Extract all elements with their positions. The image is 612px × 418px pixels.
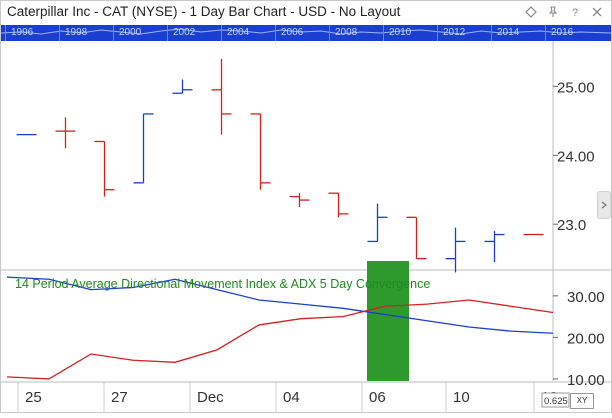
time-axis-label: 10 <box>453 389 470 406</box>
indicator-axis-label: 30.00 <box>567 289 605 306</box>
time-axis-label: 25 <box>25 389 42 406</box>
overview-year-tick <box>491 25 492 41</box>
overview-line <box>1 28 611 35</box>
value-readout: 0.625 <box>544 396 568 407</box>
indicator-line <box>6 299 554 380</box>
overview-strip[interactable]: 1996 1998 2000 2002 2004 2006 2008 2010 2012 2014… <box>1 25 611 41</box>
overview-year-label: 2010 <box>389 27 412 38</box>
svg-text:?: ? <box>572 7 578 18</box>
time-axis-label: Dec <box>197 389 224 406</box>
overview-year-tick <box>113 25 114 41</box>
overview-year-label: 1996 <box>11 27 34 38</box>
xy-toggle-button[interactable]: XY <box>570 393 594 409</box>
overview-year-tick <box>545 25 546 41</box>
indicator-axis-label: 20.00 <box>567 330 605 347</box>
time-axis-label: 27 <box>111 389 128 406</box>
title-bar: Caterpillar Inc - CAT (NYSE) - 1 Day Bar… <box>1 1 611 23</box>
title-bar-icons: ? <box>523 4 605 20</box>
panel-scroll-handle[interactable] <box>597 191 611 219</box>
value-readout-box <box>541 392 570 408</box>
time-axis-label: 04 <box>283 389 300 406</box>
overview-year-label: 1998 <box>65 27 88 38</box>
price-axis-label: 24.00 <box>557 148 595 165</box>
overview-year-tick <box>437 25 438 41</box>
overview-year-label: 2002 <box>173 27 196 38</box>
overview-year-label: 2000 <box>119 27 142 38</box>
overview-year-tick <box>5 25 6 41</box>
overview-year-tick <box>167 25 168 41</box>
indicator-axis-label: 10.00 <box>567 372 605 389</box>
overview-year-label: 2004 <box>227 27 250 38</box>
window-title: Caterpillar Inc - CAT (NYSE) - 1 Day Bar… <box>7 4 401 19</box>
help-icon[interactable]: ? <box>567 4 583 20</box>
time-axis-label: 06 <box>369 389 386 406</box>
overview-year-tick <box>383 25 384 41</box>
close-icon[interactable] <box>589 4 605 20</box>
price-axis-label: 25.00 <box>557 79 595 96</box>
chart-svg[interactable]: 25.00 24.00 23.0 14 Period Average Directio… <box>1 41 611 413</box>
overview-year-label: 2016 <box>551 27 574 38</box>
indicator-line <box>6 276 554 334</box>
overview-year-tick <box>275 25 276 41</box>
chart-area[interactable]: 25.00 24.00 23.0 14 Period Average Directio… <box>1 41 611 413</box>
overview-year-label: 2014 <box>497 27 520 38</box>
indicator-title: 14 Period Average Directional Movement I… <box>15 277 430 291</box>
overview-year-label: 2008 <box>335 27 358 38</box>
overview-year-label: 2012 <box>443 27 466 38</box>
overview-year-tick <box>221 25 222 41</box>
diamond-icon[interactable] <box>523 4 539 20</box>
pin-icon[interactable] <box>545 4 561 20</box>
adx-convergence-highlight <box>367 261 409 381</box>
overview-year-label: 2006 <box>281 27 304 38</box>
price-axis-label: 23.0 <box>557 217 586 234</box>
overview-year-tick <box>329 25 330 41</box>
overview-year-tick <box>59 25 60 41</box>
